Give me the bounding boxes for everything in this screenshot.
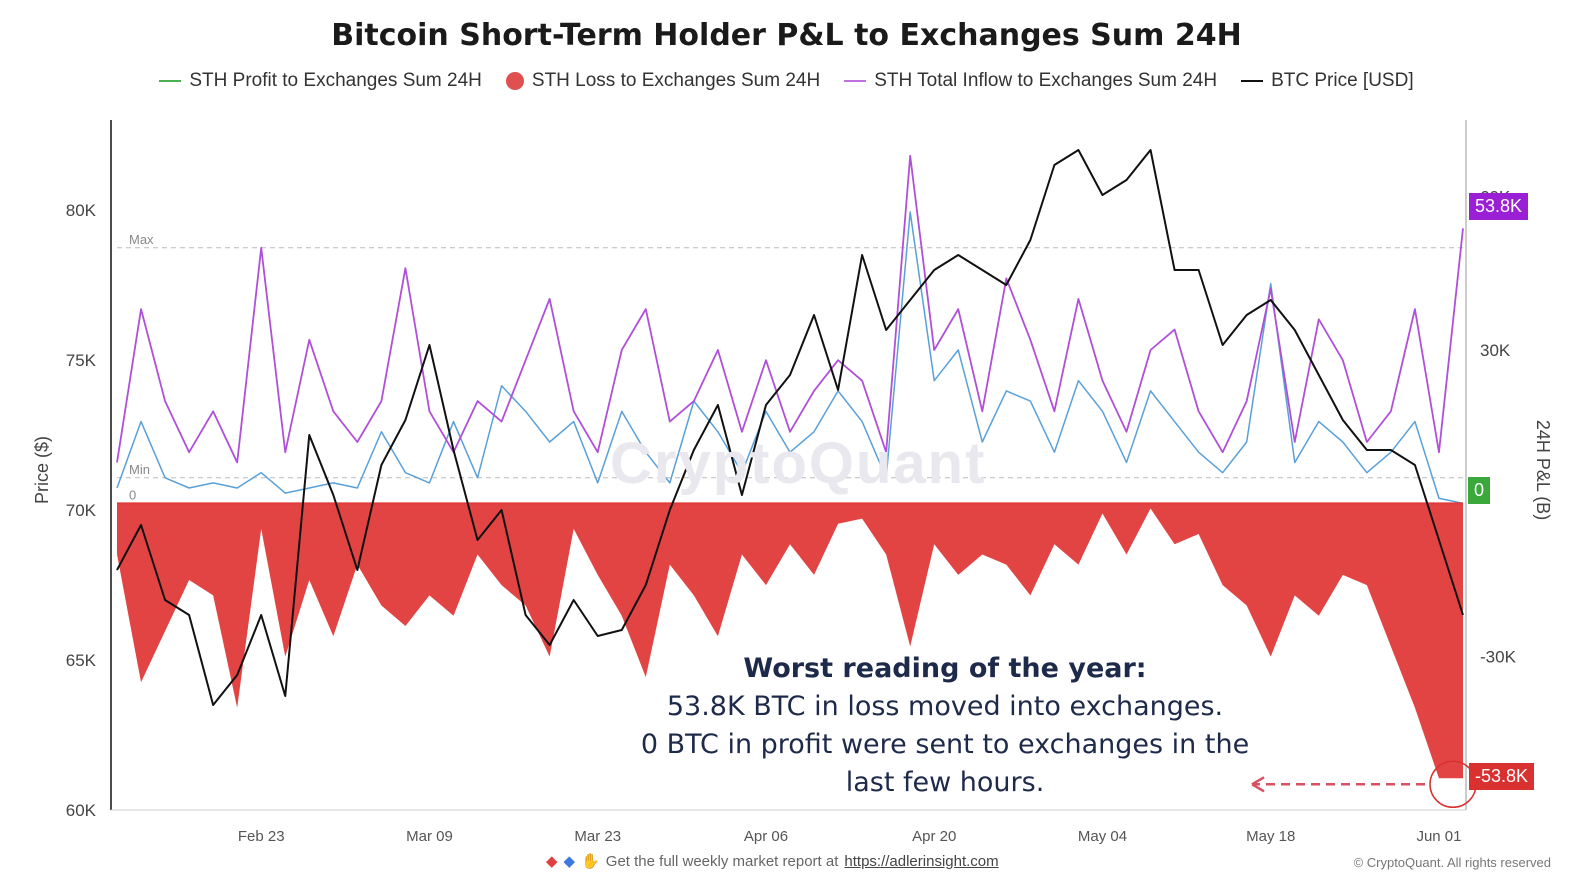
series-price-line: [116, 149, 1464, 706]
y-tick-left: 60K: [66, 801, 97, 820]
footer-text: Get the full weekly market report at: [605, 852, 839, 870]
legend-label-loss: STH Loss to Exchanges Sum 24H: [531, 70, 821, 91]
legend-item-profit[interactable]: STH Profit to Exchanges Sum 24H: [159, 70, 482, 92]
y-tick-left: 65K: [66, 651, 97, 670]
y-tick-left: 80K: [66, 201, 97, 220]
legend-swatch-profit: [159, 80, 182, 82]
y-axis-right-label: 24H P&L (B): [1533, 419, 1554, 521]
annotation-heading: Worst reading of the year:: [743, 653, 1147, 684]
y-tick-right: 30K: [1480, 341, 1511, 360]
callout-arrow-head: [1251, 776, 1265, 793]
footer: ◆ ◆ ✋ Get the full weekly market report …: [546, 852, 999, 871]
x-tick-label: Mar 23: [574, 828, 621, 845]
series-profit-line: [116, 211, 1464, 505]
x-tick-label: Feb 23: [238, 828, 285, 845]
reference-line-label: Max: [129, 232, 154, 247]
copyright-text: © CryptoQuant. All rights reserved: [1353, 855, 1551, 870]
x-tick-label: Apr 20: [912, 828, 956, 845]
annotation-line-2: 0 BTC in profit were sent to exchanges i…: [640, 729, 1250, 760]
badge-latest-inflow: 53.8K: [1469, 193, 1529, 220]
legend-item-price[interactable]: BTC Price [USD]: [1241, 70, 1414, 92]
y-tick-left: 70K: [66, 501, 97, 520]
reference-line-label: Min: [129, 462, 150, 477]
chart-title: Bitcoin Short-Term Holder P&L to Exchang…: [331, 18, 1242, 53]
series-inflow-line: [116, 154, 1464, 464]
diamond-icon: ◆: [546, 853, 558, 870]
legend-swatch-loss: [505, 72, 524, 90]
legend-label-profit: STH Profit to Exchanges Sum 24H: [189, 70, 482, 91]
x-tick-label: Apr 06: [744, 828, 788, 845]
legend-label-price: BTC Price [USD]: [1271, 70, 1414, 91]
reference-line-label: 0: [129, 487, 136, 502]
y-tick-right: -30K: [1480, 648, 1517, 667]
series-loss-area: [117, 503, 1463, 779]
badge-latest-profit: 0: [1468, 477, 1491, 504]
legend-swatch-price: [1241, 80, 1264, 82]
annotation-line-1: 53.8K BTC in loss moved into exchanges.: [666, 691, 1224, 722]
y-axis-left-label: Price ($): [31, 435, 52, 504]
legend: STH Profit to Exchanges Sum 24H STH Loss…: [0, 70, 1573, 92]
legend-item-loss[interactable]: STH Loss to Exchanges Sum 24H: [505, 70, 821, 92]
footer-link[interactable]: https://adlerinsight.com: [844, 852, 999, 870]
x-tick-label: May 04: [1078, 828, 1127, 845]
hands-icon: ✋: [581, 853, 600, 870]
x-tick-label: Jun 01: [1416, 828, 1461, 845]
legend-label-inflow: STH Total Inflow to Exchanges Sum 24H: [874, 70, 1218, 91]
annotation-box: Worst reading of the year: 53.8K BTC in …: [610, 650, 1280, 802]
annotation-line-3: last few hours.: [845, 767, 1045, 798]
y-tick-left: 75K: [66, 351, 97, 370]
legend-swatch-inflow: [844, 80, 867, 82]
badge-latest-loss: -53.8K: [1469, 763, 1535, 790]
x-tick-label: Mar 09: [406, 828, 453, 845]
gem-icon: ◆: [563, 853, 576, 870]
legend-item-inflow[interactable]: STH Total Inflow to Exchanges Sum 24H: [844, 70, 1217, 92]
x-tick-label: May 18: [1246, 828, 1295, 845]
